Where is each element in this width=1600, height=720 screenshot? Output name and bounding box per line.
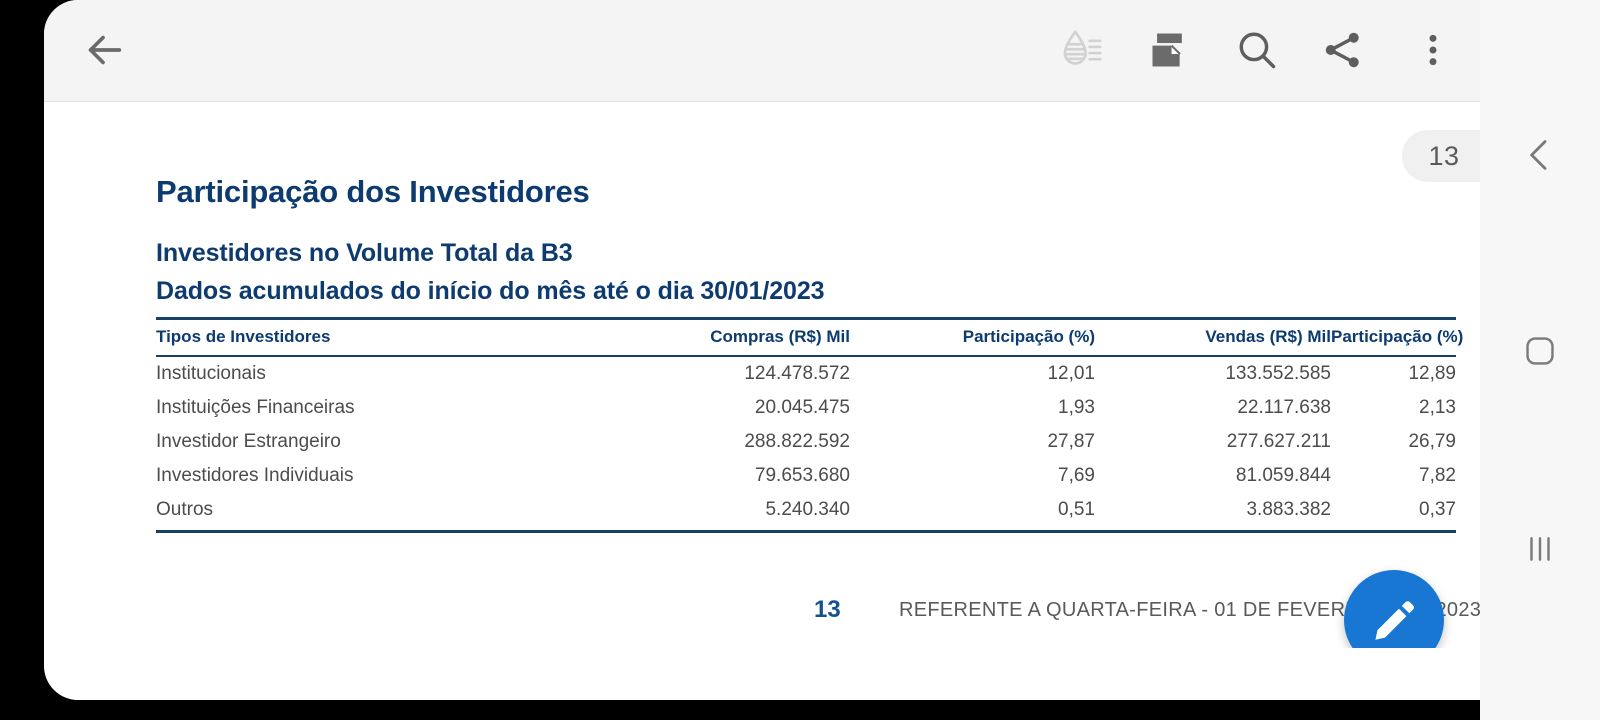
- home-square-icon: [1523, 334, 1557, 368]
- table-row: Outros 5.240.340 0,51 3.883.382 0,37: [156, 493, 1456, 533]
- app-window: 13 Participação dos Investidores Investi…: [44, 0, 1480, 700]
- app-toolbar: [44, 0, 1480, 102]
- table-header: Tipos de Investidores Compras (R$) Mil P…: [156, 317, 1463, 357]
- column-header-tipo: Tipos de Investidores: [156, 317, 586, 357]
- cell-tipo: Investidores Individuais: [156, 465, 354, 486]
- table-body: Institucionais 124.478.572 12,01 133.552…: [156, 356, 1456, 533]
- footer-reference-text: REFERENTE A QUARTA-FEIRA - 01 DE FEVEREI…: [899, 599, 1480, 621]
- system-navigation-bar: [1480, 0, 1600, 720]
- cell-tipo: Institucionais: [156, 363, 266, 384]
- column-header-participacao-vendas: Participação (%): [1331, 317, 1463, 357]
- investors-participation-table: Tipos de Investidores Compras (R$) Mil P…: [156, 317, 1463, 533]
- toolbar-share-button[interactable]: [1306, 13, 1380, 87]
- page-indicator-value: 13: [1428, 140, 1460, 171]
- system-recents-button[interactable]: [1480, 504, 1600, 594]
- chevron-left-icon: [1520, 135, 1560, 175]
- cell-participacao-compras: 27,87: [1047, 431, 1095, 452]
- document-footer: 13 REFERENTE A QUARTA-FEIRA - 01 DE FEVE…: [44, 596, 1480, 648]
- cell-vendas: 133.552.585: [1225, 363, 1331, 384]
- pencil-icon: [1371, 597, 1417, 643]
- system-home-button[interactable]: [1480, 306, 1600, 396]
- cell-compras: 20.045.475: [754, 397, 850, 418]
- cell-compras: 288.822.592: [744, 431, 850, 452]
- cell-tipo: Outros: [156, 493, 586, 533]
- column-header-compras: Compras (R$) Mil: [586, 317, 850, 357]
- cell-participacao-vendas: 12,89: [1408, 363, 1456, 384]
- cell-vendas: 22.117.638: [1237, 397, 1331, 418]
- page-indicator-pill: 13: [1402, 130, 1480, 182]
- page-subtitle-primary: Investidores no Volume Total da B3: [156, 239, 573, 267]
- column-header-participacao-compras: Participação (%): [850, 317, 1095, 357]
- cell-vendas: 277.627.211: [1226, 431, 1331, 452]
- cell-compras: 5.240.340: [586, 493, 850, 533]
- cell-vendas: 81.059.844: [1235, 465, 1331, 486]
- document-viewer[interactable]: 13 Participação dos Investidores Investi…: [44, 102, 1480, 648]
- cell-tipo: Investidor Estrangeiro: [156, 431, 341, 452]
- ink-drop-icon: [1058, 27, 1104, 73]
- cell-participacao-compras: 7,69: [1058, 465, 1095, 486]
- cell-compras: 124.478.572: [744, 363, 850, 384]
- page-fit-icon: [1147, 28, 1191, 72]
- page-subtitle-secondary: Dados acumulados do início do mês até o …: [156, 277, 825, 305]
- cell-participacao-compras: 1,93: [1058, 397, 1095, 418]
- footer-page-number: 13: [814, 596, 841, 623]
- arrow-left-icon: [81, 27, 127, 73]
- cell-participacao-vendas: 0,37: [1331, 493, 1456, 533]
- search-icon: [1234, 27, 1280, 73]
- cell-participacao-compras: 12,01: [1047, 363, 1095, 384]
- toolbar-back-button[interactable]: [67, 13, 141, 87]
- more-vertical-icon: [1413, 30, 1453, 70]
- page-title: Participação dos Investidores: [156, 174, 590, 209]
- document-page-content: Participação dos Investidores Investidor…: [156, 102, 1463, 533]
- recents-bars-icon: [1523, 532, 1557, 566]
- toolbar-ink-button[interactable]: [1044, 13, 1118, 87]
- edit-fab-button[interactable]: [1344, 570, 1444, 648]
- cell-participacao-compras: 0,51: [850, 493, 1095, 533]
- table-row: Institucionais 124.478.572 12,01 133.552…: [156, 356, 1456, 391]
- table-row: Investidor Estrangeiro 288.822.592 27,87…: [156, 425, 1456, 459]
- cell-vendas: 3.883.382: [1095, 493, 1331, 533]
- column-header-vendas: Vendas (R$) Mil: [1095, 317, 1331, 357]
- cell-participacao-vendas: 26,79: [1408, 431, 1456, 452]
- cell-tipo: Instituições Financeiras: [156, 397, 355, 418]
- share-icon: [1320, 27, 1366, 73]
- toolbar-more-options-button[interactable]: [1396, 13, 1470, 87]
- toolbar-search-button[interactable]: [1220, 13, 1294, 87]
- table-row: Investidores Individuais 79.653.680 7,69…: [156, 459, 1456, 493]
- cell-participacao-vendas: 7,82: [1419, 465, 1456, 486]
- table-row: Instituições Financeiras 20.045.475 1,93…: [156, 391, 1456, 425]
- cell-participacao-vendas: 2,13: [1419, 397, 1456, 418]
- toolbar-page-fit-button[interactable]: [1132, 13, 1206, 87]
- system-back-button[interactable]: [1480, 110, 1600, 200]
- cell-compras: 79.653.680: [754, 465, 850, 486]
- table-header-row: Tipos de Investidores Compras (R$) Mil P…: [156, 317, 1463, 357]
